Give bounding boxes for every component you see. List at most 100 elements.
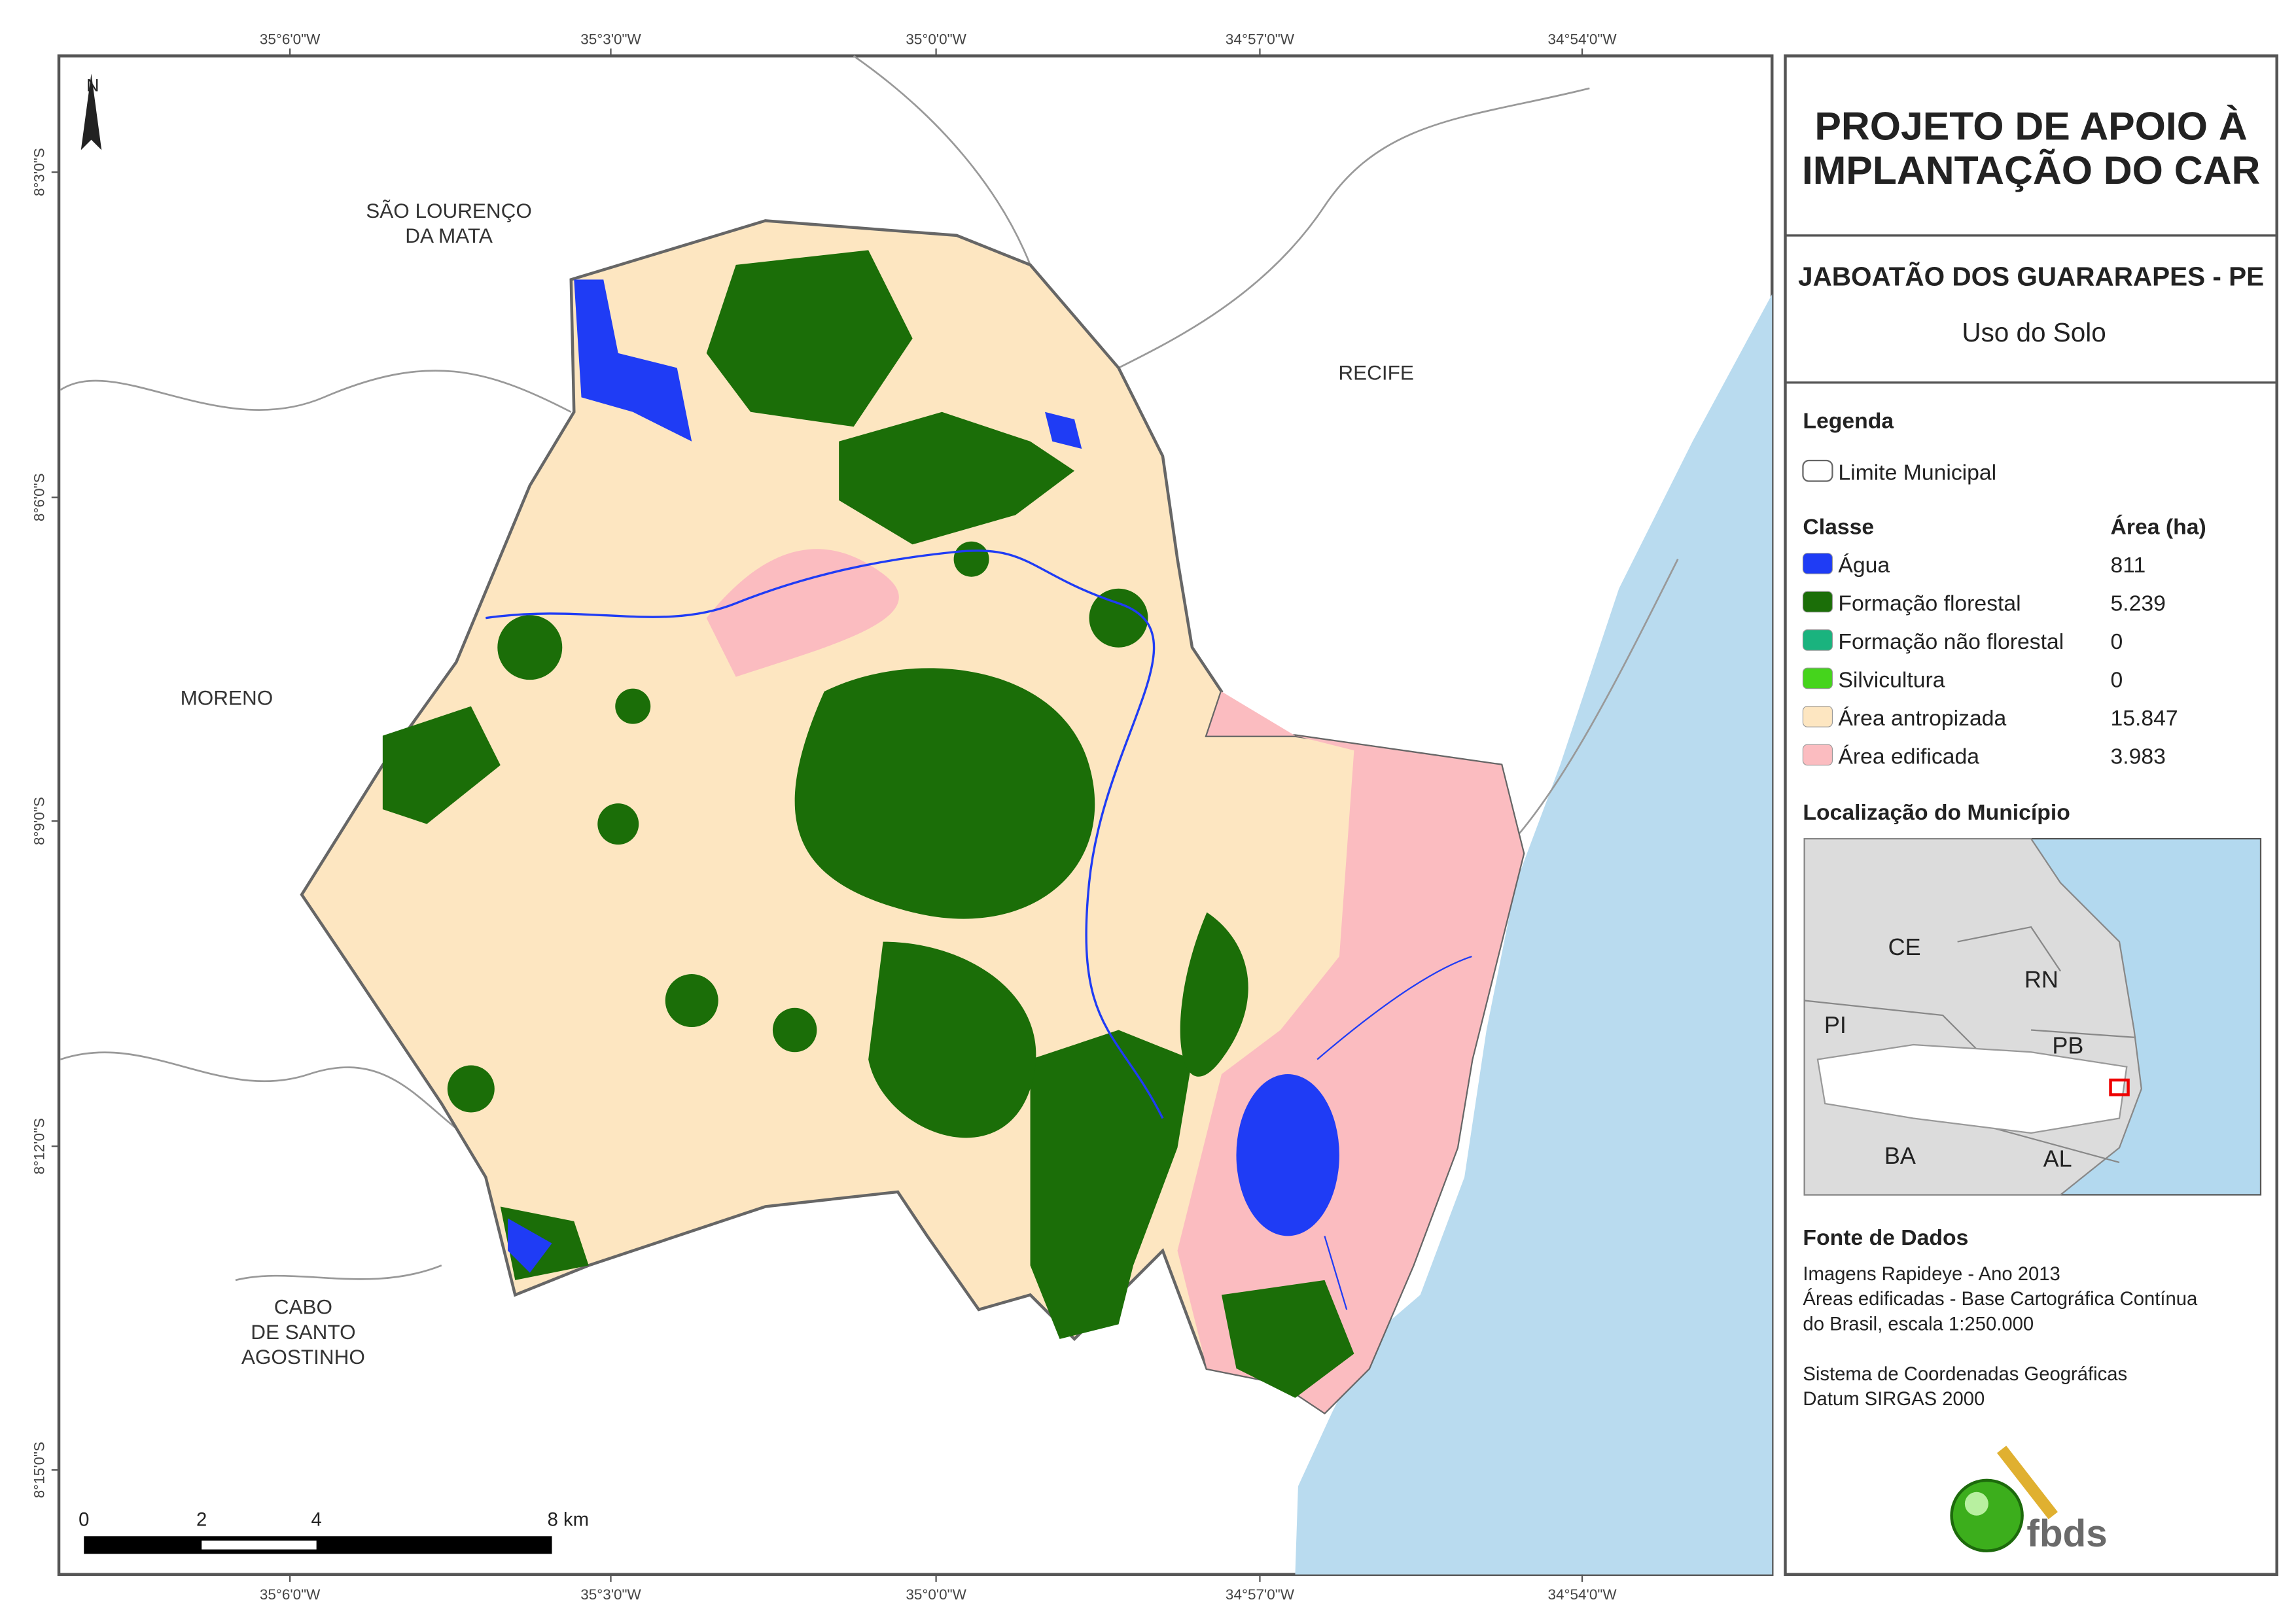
area-header: Área (ha): [2111, 515, 2206, 540]
class-area: 5.239: [2111, 591, 2166, 616]
logo-circle: [1950, 1478, 2024, 1553]
class-swatch: [1802, 553, 1833, 574]
class-swatch: [1802, 667, 1833, 689]
locator-label: PI: [1824, 1011, 1846, 1038]
class-name: Formação florestal: [1838, 591, 2021, 616]
place-label: DE SANTO: [251, 1320, 355, 1344]
legend-title: Legenda: [1803, 409, 1894, 434]
map-frame-g-path: [382, 706, 501, 824]
class-header: Classe: [1803, 515, 1874, 540]
class-area: 0: [2111, 667, 2123, 692]
scale-bar-rect: [84, 1536, 552, 1554]
map-frame-g-circle: [1089, 588, 1148, 648]
place-label: SÃO LOURENÇO: [366, 199, 532, 222]
north-label: N: [86, 75, 99, 95]
map-frame-g-path: [1221, 1280, 1354, 1398]
legend-classes: Água 811 Formação florestal 5.239 Formação n…: [1802, 553, 2178, 769]
place-label: MORENO: [181, 686, 274, 709]
longitude-label: 35°0'0"W: [906, 31, 966, 47]
scale-bar: 0 2 4 8 km: [79, 1510, 589, 1554]
side-panel-rect: [1784, 54, 2278, 1577]
place-label: DA MATA: [405, 224, 493, 247]
class-swatch: [1802, 629, 1833, 651]
map-frame-path: [1295, 294, 1773, 1575]
scale-label: 8 km: [548, 1510, 589, 1531]
map-frame-g-path: [868, 941, 1036, 1138]
source-line: Sistema de Coordenadas Geográficas: [1803, 1364, 2127, 1385]
map-frame-g-path: [508, 1218, 552, 1273]
source-line: Datum SIRGAS 2000: [1803, 1389, 1985, 1410]
class-swatch: [1802, 706, 1833, 727]
class-swatch: [1802, 744, 1833, 766]
place-label: RECIFE: [1338, 360, 1413, 384]
class-name: Formação não florestal: [1838, 629, 2064, 654]
locator-label: AL: [2043, 1145, 2072, 1172]
class-swatch: [1802, 591, 1833, 613]
class-name: Área edificada: [1838, 744, 1979, 769]
longitude-label: 35°0'0"W: [906, 1586, 966, 1603]
title: PROJETO DE APOIO À: [1814, 104, 2247, 148]
logo-text: fbds: [2026, 1512, 2107, 1555]
class-area: 0: [2111, 629, 2123, 654]
map-frame-path: [1030, 368, 1524, 1413]
latitude-label: 8°3'0"S: [31, 148, 48, 196]
map-frame-g-circle: [497, 615, 563, 680]
place-label: AGOSTINHO: [241, 1345, 365, 1369]
map-frame-g-path: [574, 279, 692, 442]
class-area: 15.847: [2111, 706, 2178, 731]
location-title: Localização do Município: [1803, 800, 2070, 825]
class-area: 811: [2111, 553, 2146, 578]
scale-label: 2: [196, 1510, 207, 1531]
boundary-swatch: [1802, 459, 1833, 482]
locator-label: PB: [2052, 1032, 2083, 1059]
side-panel: PROJETO DE APOIO À IMPLANTAÇÃO DO CAR JA…: [1784, 54, 2278, 1577]
map-frame-g-path: [706, 250, 913, 427]
map-frame: N SÃO LOURENÇO DA MATA RECIFE MORENO CAB…: [57, 54, 1774, 1577]
scale-label: 0: [79, 1510, 89, 1531]
longitude-label: 34°57'0"W: [1226, 1586, 1295, 1603]
map-frame-g-path: [839, 411, 1075, 545]
locator-map-path: [1816, 1043, 2128, 1134]
map-frame-g-circle: [772, 1007, 817, 1053]
longitude-label: 34°54'0"W: [1548, 31, 1617, 47]
theme: Uso do Solo: [1962, 317, 2106, 347]
latitude-label: 8°9'0"S: [31, 797, 48, 845]
class-area: 3.983: [2111, 744, 2166, 769]
source-line: Imagens Rapideye - Ano 2013: [1803, 1264, 2060, 1285]
map-frame-g-circle: [665, 974, 718, 1028]
longitude-label: 34°54'0"W: [1548, 1586, 1617, 1603]
source-line: Áreas edificadas - Base Cartográfica Con…: [1803, 1288, 2198, 1310]
longitude-label: 35°3'0"W: [580, 31, 641, 47]
map-frame-g-path: [1180, 912, 1248, 1077]
class-name: Água: [1838, 553, 1890, 578]
class-name: Área antropizada: [1838, 706, 2006, 731]
municipality: JABOATÃO DOS GUARARAPES - PE: [1798, 261, 2264, 291]
longitude-label: 35°3'0"W: [580, 1586, 641, 1603]
map-frame-g-path: [1045, 411, 1082, 449]
map-frame-path: [706, 549, 899, 677]
map-frame-g-circle: [953, 541, 989, 577]
source-line: do Brasil, escala 1:250.000: [1803, 1314, 2034, 1335]
locator-label: CE: [1888, 934, 1921, 960]
class-name: Silvicultura: [1838, 667, 1945, 692]
longitude-label: 35°6'0"W: [260, 1586, 321, 1603]
map-frame-g-path: [794, 668, 1095, 919]
locator-label: BA: [1884, 1142, 1916, 1169]
map-frame-g-circle: [597, 803, 639, 845]
logo-circle: [1964, 1492, 1988, 1516]
logo: fbds: [1950, 1446, 2108, 1555]
longitude-label: 35°6'0"W: [260, 31, 321, 47]
sources-title: Fonte de Dados: [1803, 1225, 1968, 1250]
scale-label: 4: [311, 1510, 322, 1531]
latitude-label: 8°15'0"S: [31, 1442, 48, 1498]
locator-map-rect: [2109, 1078, 2130, 1096]
scale-bar-rect: [202, 1541, 317, 1550]
map-frame-g-circle: [615, 688, 651, 724]
title: IMPLANTAÇÃO DO CAR: [1802, 148, 2260, 192]
map-frame-g-ellipse: [1236, 1074, 1339, 1236]
map-frame-g-circle: [447, 1065, 495, 1113]
longitude-label: 34°57'0"W: [1226, 31, 1295, 47]
